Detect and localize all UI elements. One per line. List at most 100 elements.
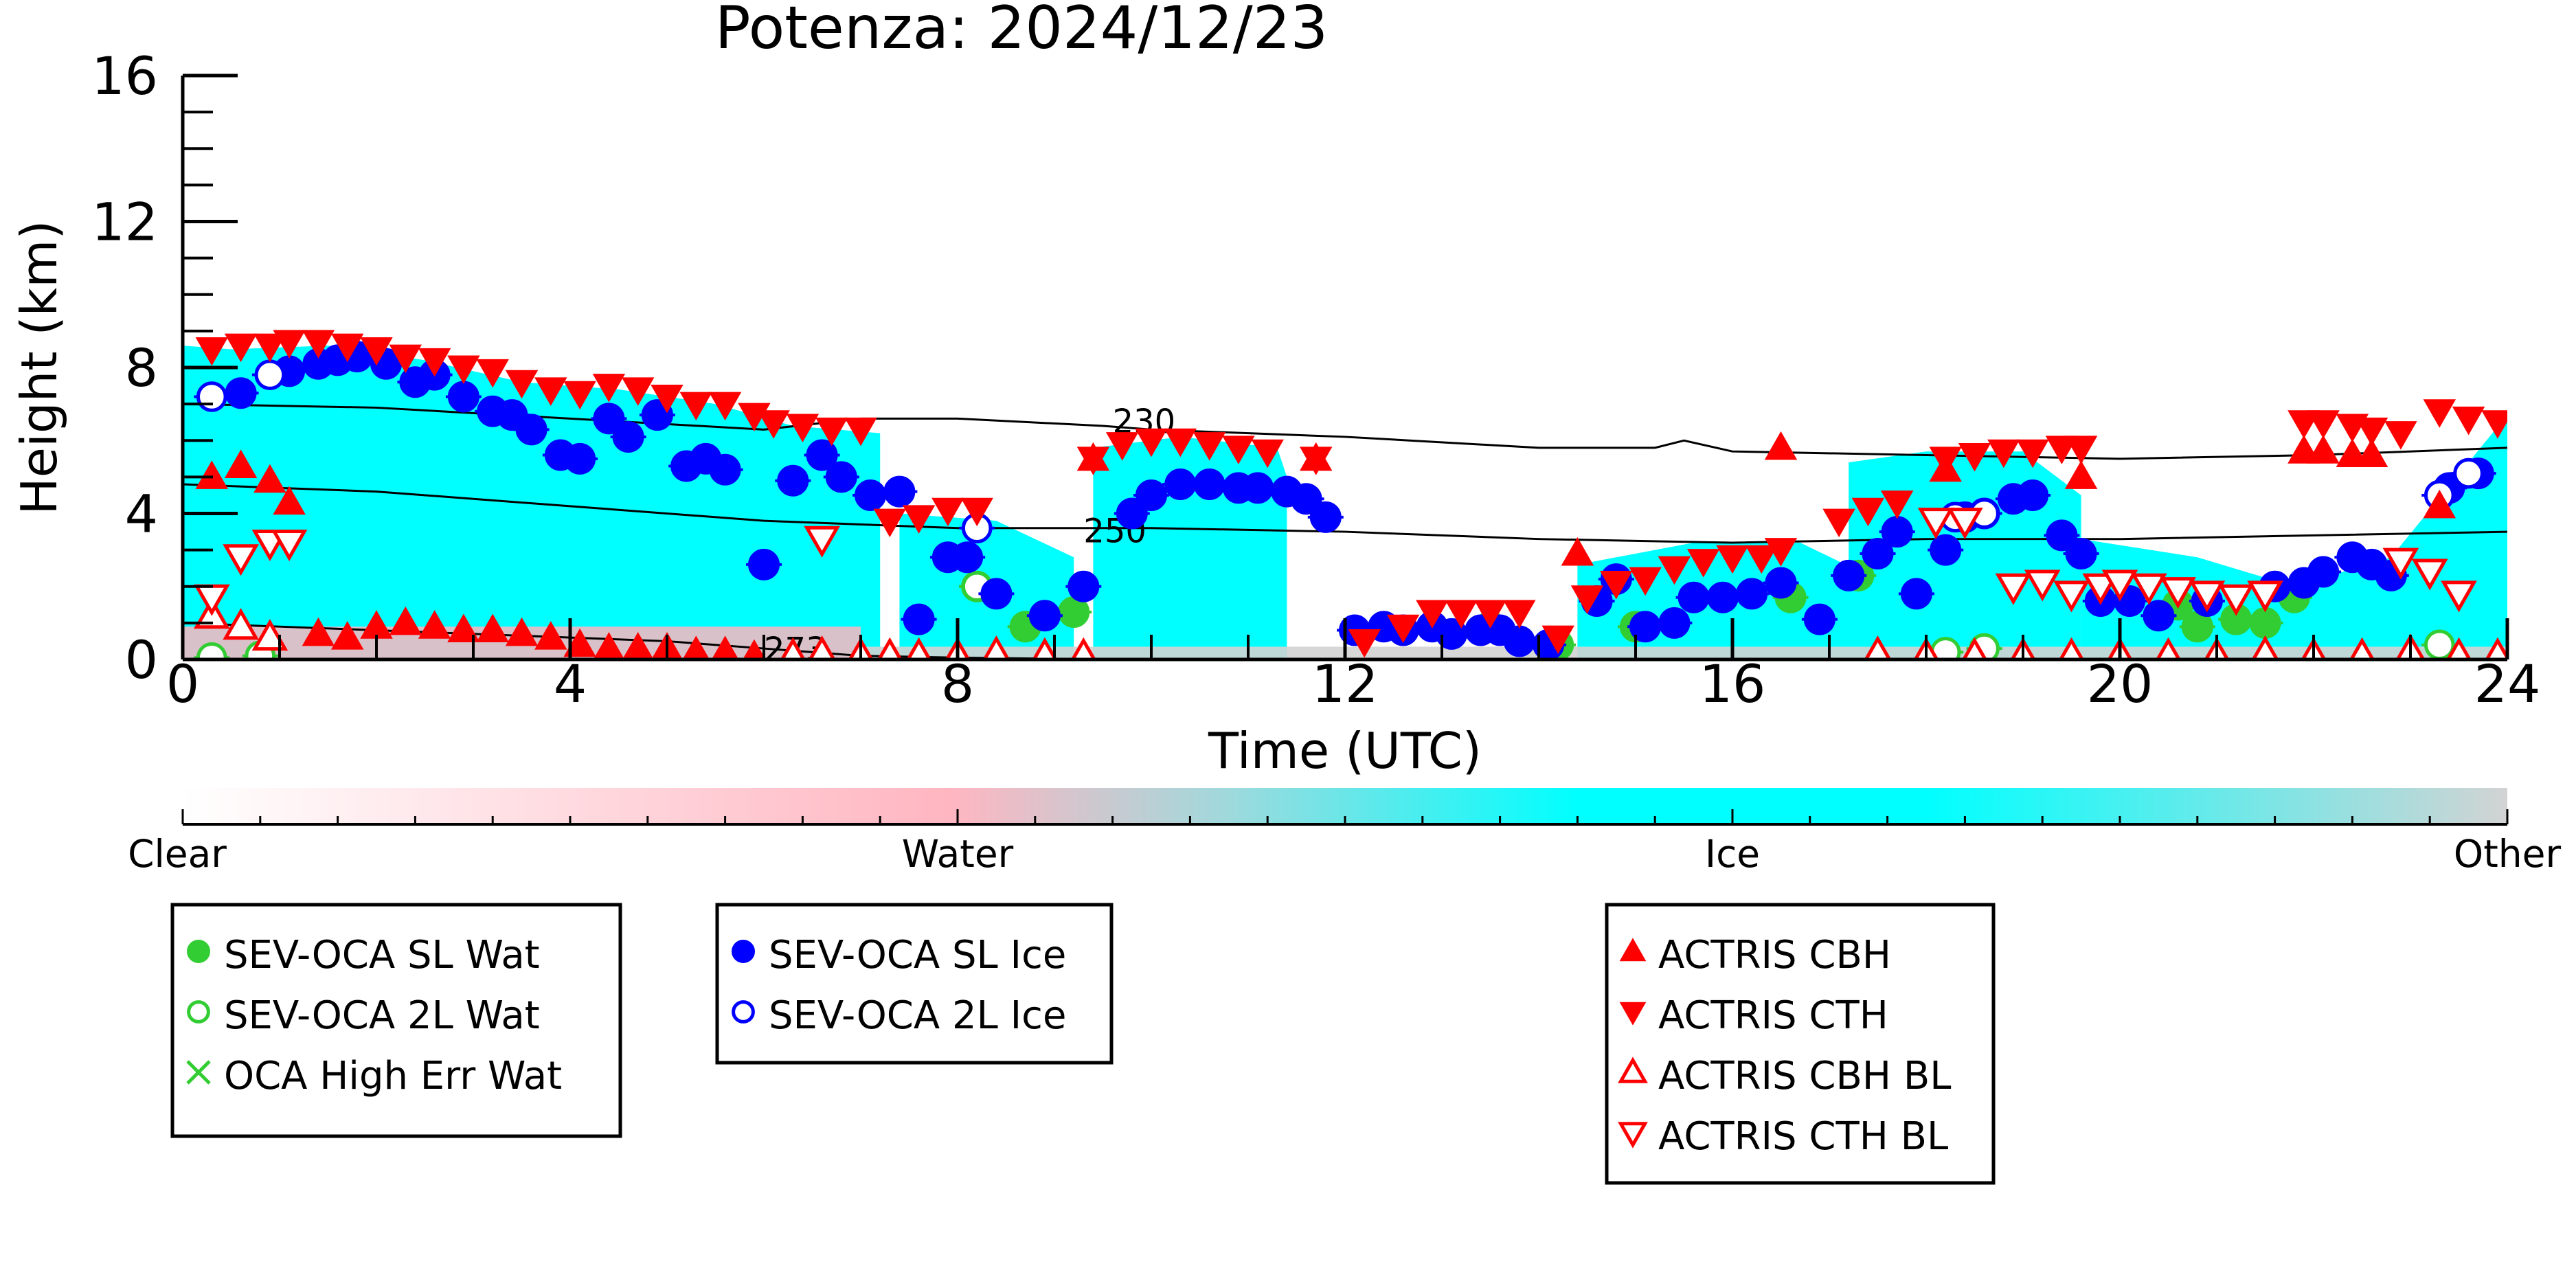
actris-cbh-bl-point	[1032, 637, 1058, 659]
actris-cbh-point	[1561, 536, 1594, 566]
actris-cbh-point	[505, 617, 539, 646]
actris-cbh-point	[302, 617, 335, 646]
actris-cth-point	[563, 381, 596, 410]
actris-cth-bl-point	[223, 544, 259, 576]
x-tick-label: 20	[2087, 653, 2154, 714]
actris-cbh-bl-point	[2251, 635, 2279, 659]
sev-oca-2l-ice-point	[254, 359, 286, 390]
y-tick-label: 4	[125, 484, 158, 545]
actris-cth-point	[360, 337, 393, 366]
x-tick-label: 24	[2474, 653, 2541, 714]
actris-cbh-point	[224, 449, 258, 478]
actris-cth-bl-point	[2217, 584, 2255, 616]
actris-cth-point	[1348, 629, 1381, 658]
actris-cth-point	[1299, 447, 1333, 475]
other-cloud-band	[861, 646, 2507, 659]
sev-oca-sl-ice-point	[855, 479, 887, 511]
actris-cth-bl-point	[2130, 573, 2167, 605]
y-tick-label: 16	[91, 45, 158, 106]
actris-cbh-bl-point	[1864, 635, 1892, 659]
actris-cth-bl-point	[271, 530, 308, 562]
legend-marker	[186, 1060, 211, 1085]
actris-cbh-point	[2064, 460, 2098, 489]
actris-cth-point	[1135, 428, 1168, 457]
legend-frame	[715, 903, 1114, 1065]
actris-cth-bl-point	[2024, 569, 2061, 602]
sev-oca-sl-ice-point	[1242, 472, 1274, 504]
legend-label: OCA High Err Wat	[224, 1054, 562, 1098]
y-tick-label: 0	[125, 629, 158, 690]
legends: SEV-OCA SL Wat SEV-OCA 2L Wat OCA High Err…	[170, 903, 1996, 1185]
actris-cth-point	[330, 333, 364, 363]
actris-cth-point	[651, 385, 683, 414]
sev-oca-sl-ice-point	[709, 453, 741, 486]
actris-cth-bl-point	[2189, 580, 2226, 613]
actris-cth-point	[1251, 439, 1284, 468]
actris-cbh-point	[1764, 431, 1798, 460]
actris-cth-bl-point	[1917, 508, 1954, 540]
actris-cth-bl-point	[1995, 573, 2032, 605]
x-tick-label: 4	[554, 653, 587, 714]
actris-cth-point	[224, 333, 258, 363]
actris-cbh-point	[534, 621, 567, 650]
actris-cbh-point	[195, 460, 229, 489]
actris-cth-point	[273, 330, 306, 359]
actris-cth-point	[1193, 432, 1226, 461]
actris-cth-point	[1987, 439, 2020, 468]
actris-cbh-bl-point	[251, 619, 289, 651]
actris-cbh-bl-point	[2059, 637, 2084, 659]
legend-label: SEV-OCA SL Ice	[769, 933, 1066, 978]
legend-box-2: ACTRIS CBH ACTRIS CTH ACTRIS CBH BL ACTRIS …	[1605, 903, 1996, 1185]
actris-cbh-point	[563, 628, 596, 657]
legend-frame	[1605, 903, 1996, 1185]
sev-oca-sl-ice-point	[2307, 556, 2340, 588]
actris-cth-point	[708, 392, 742, 421]
legend-label: ACTRIS CBH BL	[1658, 1054, 1951, 1098]
legend-frame	[170, 903, 622, 1138]
actris-cth-point	[1958, 443, 1991, 472]
actris-cth-point	[1570, 585, 1604, 614]
actris-cth-bl-point	[1947, 508, 1983, 540]
actris-cth-bl-point	[2382, 547, 2419, 580]
actris-cth-point	[2355, 417, 2388, 447]
actris-cth-point	[1764, 538, 1798, 567]
actris-cth-bl-point	[2411, 558, 2448, 591]
actris-cth-point	[931, 497, 964, 527]
sev-oca-sl-ice-point	[777, 464, 809, 497]
actris-cth-point	[2064, 436, 2098, 464]
sev-oca-2l-ice-point	[2453, 457, 2484, 489]
actris-cbh-bl-point	[780, 637, 806, 659]
actris-cth-bl-point	[2160, 577, 2196, 609]
legend-box-1: SEV-OCA SL Ice SEV-OCA 2L Ice	[715, 903, 1114, 1065]
actris-cth-point	[757, 410, 790, 439]
actris-cth-point	[621, 377, 655, 406]
series-actris-cth	[195, 330, 2507, 658]
legend-label: SEV-OCA SL Wat	[224, 933, 540, 978]
legend-label: ACTRIS CBH	[1658, 933, 1891, 978]
sev-oca-sl-ice-point	[903, 603, 935, 635]
sev-oca-sl-ice-point	[1765, 567, 1797, 599]
actris-cth-point	[1658, 556, 1691, 585]
actris-cth-point	[418, 348, 451, 377]
colorbar-label-water: Water	[902, 832, 1014, 876]
sev-oca-sl-ice-point	[1706, 581, 1739, 613]
actris-cth-point	[1716, 545, 1749, 574]
actris-cth-point	[534, 377, 567, 406]
chart-title: Potenza: 2024/12/23	[715, 0, 1328, 63]
actris-cth-point	[815, 417, 848, 447]
x-axis-label: Time (UTC)	[1208, 722, 1482, 780]
actris-cth-point	[476, 359, 509, 388]
actris-cth-point	[2384, 421, 2417, 450]
actris-cth-point	[1929, 447, 1962, 475]
actris-cth-point	[253, 333, 286, 363]
sev-oca-sl-wat-point	[2249, 607, 2281, 639]
actris-cth-point	[1503, 600, 1536, 629]
sev-oca-sl-ice-point	[1116, 497, 1148, 530]
x-tick-label: 16	[1699, 653, 1766, 714]
actris-cth-bl-point	[2082, 573, 2119, 605]
legend-label: SEV-OCA 2L Ice	[769, 993, 1066, 1038]
actris-cth-point	[2423, 399, 2456, 428]
legend-label: SEV-OCA 2L Wat	[224, 993, 540, 1038]
legend-box-0: SEV-OCA SL Wat SEV-OCA 2L Wat OCA High Err…	[170, 903, 622, 1138]
